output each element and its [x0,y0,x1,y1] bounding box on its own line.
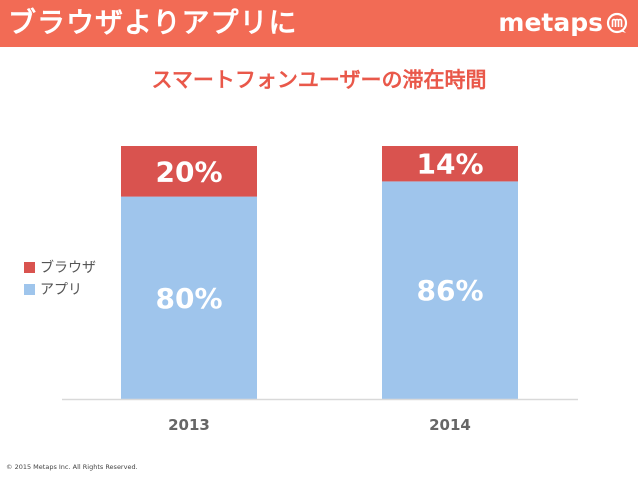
legend-item-browser: ブラウザ [24,256,96,278]
slide-title: ブラウザよりアプリに [8,6,298,39]
legend-swatch-browser [24,261,35,273]
bar-app-2014 [382,181,518,399]
legend-label-app: アプリ [40,282,82,298]
data-label-app-2013: 80% [155,282,222,315]
metaps-logo: metaps [498,6,628,40]
header-bar: ブラウザよりアプリに metaps [0,0,638,47]
chart-title: スマートフォンユーザーの滞在時間 [151,68,487,92]
legend-item-app: アプリ [24,278,96,300]
bar-app-2013 [121,196,257,399]
x-tick-label-2013: 2013 [168,416,210,434]
x-tick-label-2014: 2014 [429,416,471,434]
legend-swatch-app [24,283,35,295]
copyright-footer: © 2015 Metaps Inc. All Rights Reserved. [6,463,138,471]
bar-browser-2014 [382,146,518,182]
metaps-m-circle-icon [606,12,628,34]
logo-text: metaps [498,8,603,37]
bar-browser-2013 [121,146,257,197]
chart-legend: ブラウザ アプリ [24,256,96,300]
data-label-browser-2014: 14% [416,148,483,181]
legend-label-browser: ブラウザ [40,260,96,276]
data-label-browser-2013: 20% [155,155,222,188]
data-label-app-2014: 86% [416,274,483,307]
